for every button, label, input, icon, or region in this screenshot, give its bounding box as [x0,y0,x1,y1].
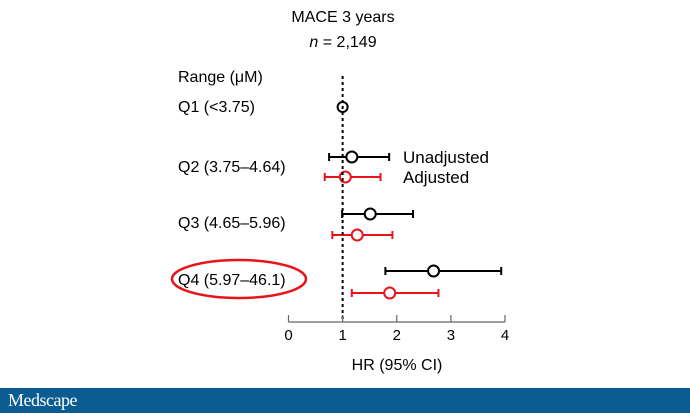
unadjusted-hr-point [345,150,359,164]
chart-subtitle: n = 2,149 [309,34,376,51]
footer-bar: Medscape [0,388,690,413]
x-tick-label: 0 [284,327,292,344]
chart-title: MACE 3 years [291,9,394,26]
adjusted-hr-point [350,228,364,242]
row-header: Range (μM) [178,69,263,86]
medscape-logo: Medscape [8,390,77,410]
row-label: Q3 (4.65–5.96) [178,215,286,232]
x-tick-label: 4 [501,327,509,344]
row-label: Q2 (3.75–4.64) [178,159,286,176]
adjusted-hr-point [383,286,397,300]
x-tick-label: 1 [338,327,346,344]
highlight-ellipse [170,258,308,300]
x-axis-label: HR (95% CI) [352,357,443,374]
forest-plot: MACE 3 years n = 2,149 Range (μM) Q1 (<3… [170,9,509,374]
adjusted-hr-point [338,170,352,184]
legend-unadjusted: Unadjusted [403,148,489,167]
row-label: Q4 (5.97–46.1) [178,272,286,289]
unadjusted-hr-point [427,264,441,278]
legend-adjusted: Adjusted [403,168,469,187]
row-label: Q1 (<3.75) [178,99,255,116]
unadjusted-hr-point [363,207,377,221]
x-tick-label: 3 [447,327,455,344]
x-tick-label: 2 [393,327,401,344]
